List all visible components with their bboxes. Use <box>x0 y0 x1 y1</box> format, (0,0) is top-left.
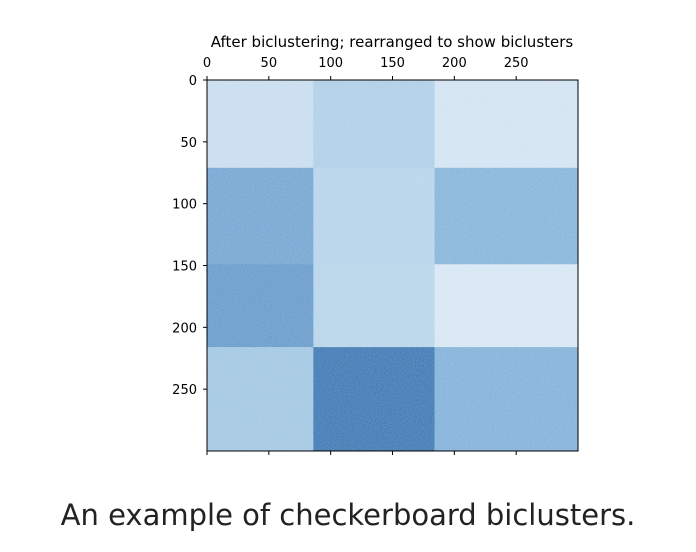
y-tick-label: 0 <box>189 74 197 89</box>
y-tick-label: 200 <box>172 321 197 336</box>
x-tick-label: 150 <box>380 56 405 71</box>
x-tick-label: 200 <box>442 56 467 71</box>
x-axis-ticks: 0 50 100 150 200 250 <box>203 56 529 455</box>
y-tick-label: 50 <box>180 136 197 151</box>
heatmap-texture <box>207 80 578 451</box>
chart-title: After biclustering; rearranged to show b… <box>211 33 574 51</box>
y-tick-label: 150 <box>172 260 197 275</box>
y-axis-ticks: 0 50 100 150 200 250 <box>172 74 207 398</box>
y-tick-label: 250 <box>172 383 197 398</box>
heatmap-figure: After biclustering; rearranged to show b… <box>172 33 579 455</box>
figure-caption: An example of checkerboard biclusters. <box>60 498 636 532</box>
y-tick-label: 100 <box>172 198 197 213</box>
x-tick-label: 0 <box>203 56 211 71</box>
heatmap-noise <box>207 80 578 451</box>
x-tick-label: 50 <box>261 56 278 71</box>
x-tick-label: 250 <box>504 56 529 71</box>
x-tick-label: 100 <box>318 56 343 71</box>
